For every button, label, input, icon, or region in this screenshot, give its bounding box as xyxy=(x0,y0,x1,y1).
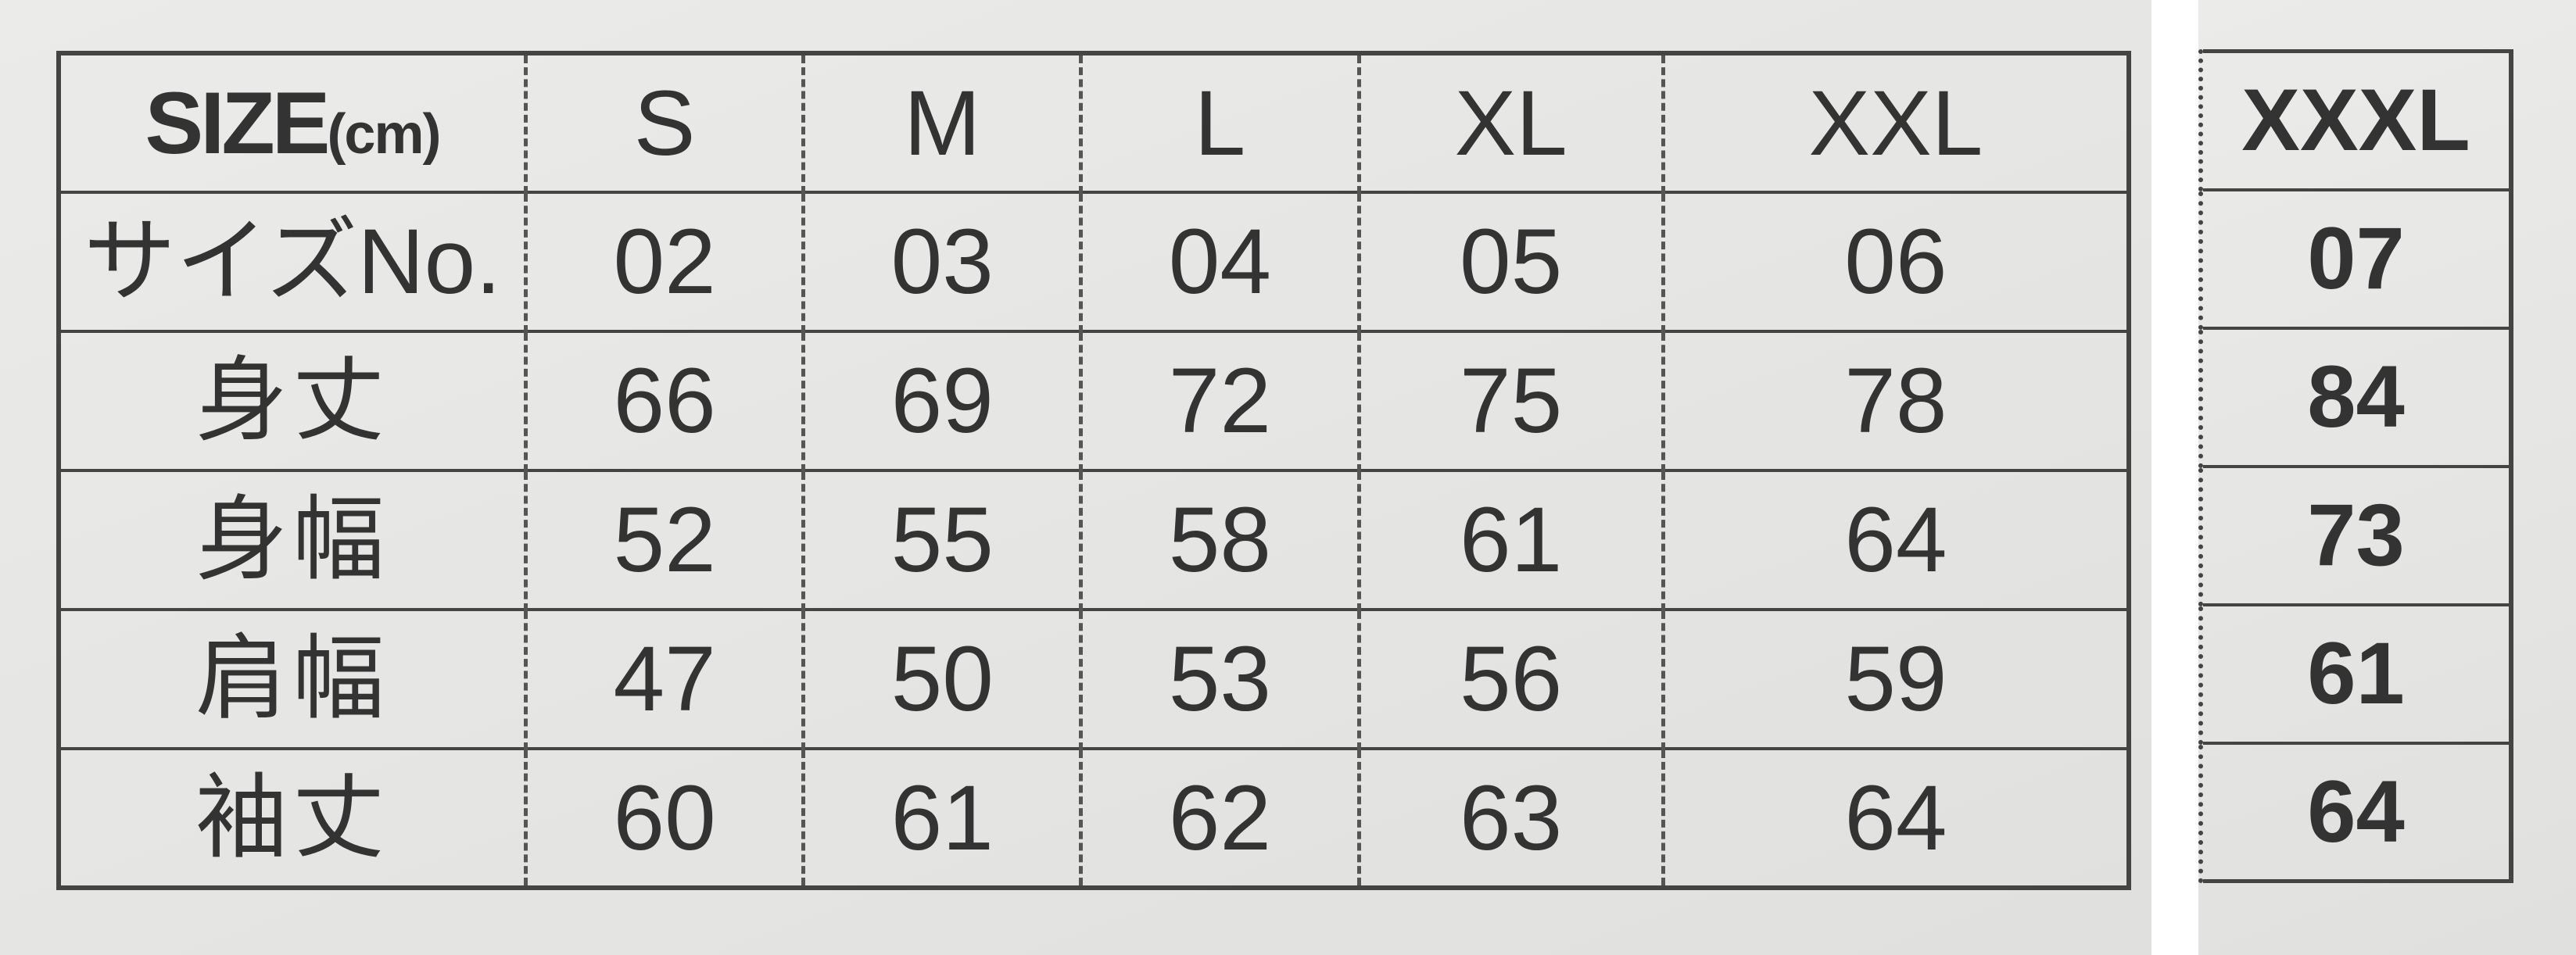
size-col-header: M xyxy=(801,52,1084,194)
table-cell: 56 xyxy=(1356,608,1665,750)
header-row: SIZE(cm) S M L XL XXL xyxy=(56,52,2131,194)
header-row: XXXL xyxy=(2198,49,2513,191)
row-label: サイズNo. xyxy=(56,191,528,333)
xxxl-extension-table: XXXL 07 84 73 61 64 xyxy=(2198,49,2513,883)
table-row: サイズNo. 02 03 04 05 06 xyxy=(56,191,2131,333)
size-col-header: L xyxy=(1079,52,1361,194)
table-cell: 04 xyxy=(1079,191,1361,333)
table-row: 身幅 52 55 58 61 64 xyxy=(56,469,2131,611)
table-row: 61 xyxy=(2198,603,2513,745)
table-cell: 05 xyxy=(1356,191,1665,333)
table-cell: 64 xyxy=(1661,747,2131,889)
table-cell: 66 xyxy=(523,330,806,472)
table-cell: 58 xyxy=(1079,469,1361,611)
table-cell: 72 xyxy=(1079,330,1361,472)
size-header-unit: (cm) xyxy=(327,102,441,166)
row-label: 身幅 xyxy=(56,469,528,611)
table-row: 64 xyxy=(2198,741,2513,883)
size-header-label: SIZE xyxy=(145,73,331,172)
size-col-header: XXXL xyxy=(2198,49,2513,191)
table-cell: 78 xyxy=(1661,330,2131,472)
table-row: 73 xyxy=(2198,464,2513,606)
table-cell: 75 xyxy=(1356,330,1665,472)
table-row: 袖丈 60 61 62 63 64 xyxy=(56,747,2131,889)
table-row: 身丈 66 69 72 75 78 xyxy=(56,330,2131,472)
size-header-cell: SIZE(cm) xyxy=(56,52,528,194)
table-cell: 47 xyxy=(523,608,806,750)
table-row: 肩幅 47 50 53 56 59 xyxy=(56,608,2131,750)
table-cell: 60 xyxy=(523,747,806,889)
table-cell: 02 xyxy=(523,191,806,333)
table-cell: 63 xyxy=(1356,747,1665,889)
row-label: 身丈 xyxy=(56,330,528,472)
size-col-header: XL xyxy=(1356,52,1665,194)
table-cell: 03 xyxy=(801,191,1084,333)
table-cell: 50 xyxy=(801,608,1084,750)
row-label: 肩幅 xyxy=(56,608,528,750)
table-cell: 69 xyxy=(801,330,1084,472)
row-label: 袖丈 xyxy=(56,747,528,889)
table-row: 84 xyxy=(2198,326,2513,468)
table-cell: 59 xyxy=(1661,608,2131,750)
table-cell: 84 xyxy=(2198,326,2513,468)
table-cell: 64 xyxy=(1661,469,2131,611)
table-cell: 61 xyxy=(801,747,1084,889)
table-row: 07 xyxy=(2198,188,2513,330)
size-col-header: XXL xyxy=(1661,52,2131,194)
table-cell: 61 xyxy=(1356,469,1665,611)
table-cell: 61 xyxy=(2198,603,2513,745)
table-cell: 55 xyxy=(801,469,1084,611)
table-cell: 73 xyxy=(2198,464,2513,606)
table-cell: 06 xyxy=(1661,191,2131,333)
table-cell: 07 xyxy=(2198,188,2513,330)
size-chart-table: SIZE(cm) S M L XL XXL サイズNo. 02 03 04 05… xyxy=(56,51,2131,890)
table-cell: 53 xyxy=(1079,608,1361,750)
table-cell: 64 xyxy=(2198,741,2513,883)
size-col-header: S xyxy=(523,52,806,194)
table-cell: 52 xyxy=(523,469,806,611)
table-cell: 62 xyxy=(1079,747,1361,889)
